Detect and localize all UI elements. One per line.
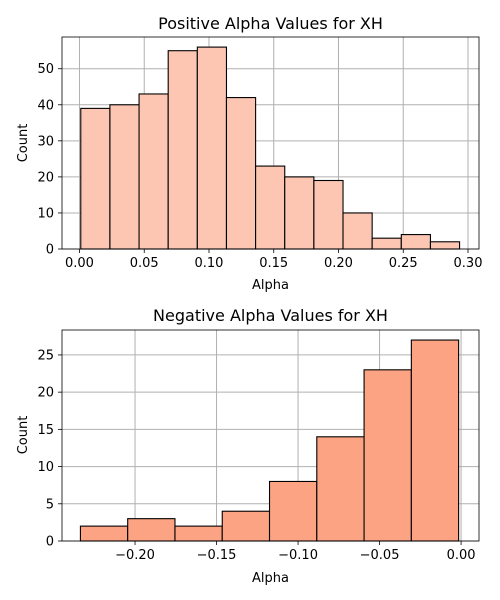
y-tick-label: 30 — [37, 134, 54, 149]
bars — [79, 339, 460, 542]
x-tick-label: 0.05 — [130, 256, 159, 271]
histogram-bar — [109, 104, 140, 250]
y-tick-label: 20 — [37, 386, 54, 401]
histogram-bar — [127, 518, 176, 542]
x-tick-label: 0.00 — [447, 548, 476, 563]
bars — [80, 46, 461, 250]
histogram-bar — [167, 50, 198, 250]
y-tick-label: 0 — [46, 535, 54, 550]
y-tick-label: 10 — [37, 206, 54, 221]
axes: 0.00 0.05 0.10 0.15 0.20 0.25 0.30 0 10 20 30 40 50 — [37, 36, 483, 271]
x-tick-label: −0.15 — [197, 548, 237, 563]
y-axis-label: Count — [16, 124, 31, 163]
y-tick-label: 20 — [37, 170, 54, 185]
x-axis-label: Alpha — [252, 571, 289, 586]
plot-frame — [61, 36, 480, 250]
histogram-bar — [221, 510, 271, 542]
x-tick-label: 0.25 — [389, 256, 418, 271]
histogram-bar — [225, 97, 257, 250]
histogram-bar — [255, 165, 286, 250]
histogram-bar — [174, 525, 223, 542]
negative-alpha-histogram: Negative Alpha Values for XH Alpha Count… — [16, 306, 480, 586]
histogram-bar — [80, 107, 111, 250]
histogram-bar — [316, 436, 365, 542]
chart-title: Negative Alpha Values for XH — [153, 306, 388, 325]
x-tick-label: 0.20 — [324, 256, 353, 271]
x-tick-label: −0.20 — [115, 548, 155, 563]
x-tick-label: −0.10 — [278, 548, 318, 563]
plot-frame — [61, 329, 480, 542]
histogram-bar — [363, 369, 412, 542]
x-tick-label: 0.10 — [195, 256, 224, 271]
x-tick-label: −0.05 — [360, 548, 400, 563]
chart-title: Positive Alpha Values for XH — [158, 14, 383, 33]
x-axis-label: Alpha — [252, 278, 289, 293]
y-tick-label: 10 — [37, 460, 54, 475]
histogram-bar — [268, 480, 318, 542]
histogram-bar — [196, 46, 228, 250]
x-tick-label: 0.30 — [454, 256, 483, 271]
histogram-bar — [342, 212, 373, 250]
histogram-bar — [371, 237, 402, 250]
x-tick-label: 0.00 — [65, 256, 94, 271]
y-tick-label: 25 — [37, 348, 54, 363]
y-tick-label: 40 — [37, 98, 54, 113]
y-axis-label: Count — [16, 416, 31, 455]
histogram-bar — [284, 176, 315, 250]
histogram-bar — [138, 93, 169, 250]
histogram-bar — [313, 179, 344, 250]
histogram-bar — [429, 241, 461, 250]
axes: −0.20 −0.15 −0.10 −0.05 0.00 0 5 10 15 20 25 — [37, 329, 480, 563]
histogram-bar — [400, 234, 431, 250]
x-tick-label: 0.15 — [259, 256, 288, 271]
positive-alpha-histogram: Positive Alpha Values for XH Alpha Count… — [16, 14, 482, 293]
histogram-bar — [410, 339, 460, 542]
y-tick-label: 15 — [37, 423, 54, 438]
y-tick-label: 0 — [46, 243, 54, 258]
y-tick-label: 5 — [46, 497, 54, 512]
y-tick-label: 50 — [37, 62, 54, 77]
histogram-bar — [79, 525, 129, 542]
